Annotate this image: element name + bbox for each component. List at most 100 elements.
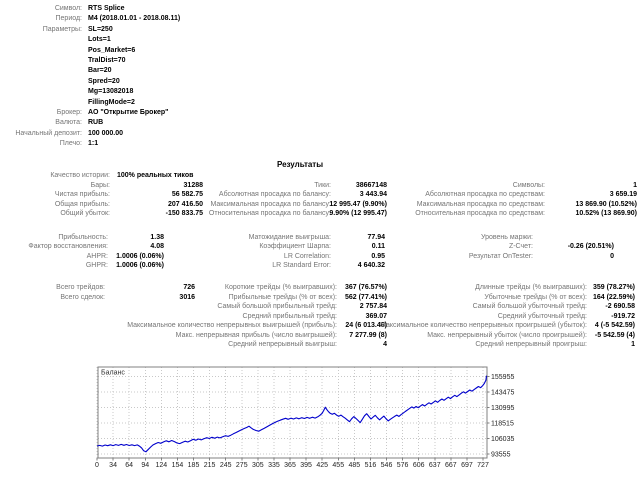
stat-label: Прибыльность:	[58, 233, 108, 241]
chart-x-tick-label: 455	[332, 462, 344, 469]
stat-value: 4 (-5 542.59)	[594, 322, 635, 330]
stat-value: 77.94	[367, 233, 385, 241]
stat-value: 369.07	[365, 312, 387, 320]
chart-x-tick-label: 727	[477, 462, 489, 469]
stat-value: 1.0006 (0.06%)	[116, 262, 164, 269]
stat-value: 38667148	[355, 181, 387, 189]
stat-value: 56 582.75	[171, 191, 203, 198]
stat-value: 164 (22.59%)	[592, 293, 635, 301]
stat-label: Макс. непрерывный убыток (число проигрыш…	[427, 331, 587, 339]
param-value: Mg=13082018	[88, 88, 134, 96]
chart-x-tick-label: 0	[95, 462, 99, 469]
results-title: Результаты	[276, 160, 324, 169]
stat-value: 1	[633, 181, 637, 189]
balance-curve	[96, 375, 488, 453]
stat-label: Результат OnTester:	[468, 252, 533, 260]
stat-value: 9.90% (12 995.47)	[329, 210, 387, 217]
stat-value: 1.0006 (0.06%)	[116, 252, 164, 260]
stat-value: 2 757.84	[359, 303, 387, 311]
chart-x-tick-label: 606	[413, 462, 425, 469]
stat-value: -919.72	[611, 312, 635, 320]
chart-y-tick-label: 143475	[491, 390, 514, 397]
stat-label: Матожидание выигрыша:	[248, 233, 331, 241]
stat-label: GHPR:	[85, 262, 108, 269]
chart-x-tick-label: 64	[125, 462, 133, 469]
chart-y-tick-label: 130995	[491, 405, 514, 412]
stat-label: Символы:	[512, 181, 545, 189]
chart-x-tick-label: 245	[220, 462, 232, 469]
stat-label: Тики:	[314, 181, 331, 189]
stat-label: Относительная просадка по средствам:	[415, 210, 545, 217]
stat-label: Качество истории:	[50, 172, 110, 179]
stat-value: 359 (78.27%)	[592, 284, 635, 291]
stat-value: 24 (6 013.46)	[345, 322, 387, 330]
chart-x-tick-label: 94	[141, 462, 149, 469]
stat-value: 3 443.94	[359, 191, 387, 198]
stat-value: 1.38	[150, 233, 164, 241]
chart-y-tick-label: 155955	[491, 374, 514, 381]
param-value: RTS Splice	[88, 5, 125, 12]
param-label: Валюта:	[55, 119, 82, 127]
stat-value: 3 659.19	[609, 191, 637, 198]
stat-label: Бары:	[90, 181, 110, 189]
stat-value: 562 (77.41%)	[344, 293, 387, 301]
param-label: Параметры:	[42, 25, 82, 33]
param-label: Плечо:	[59, 140, 82, 148]
stat-value: 4.08	[150, 243, 164, 250]
chart-x-tick-label: 667	[445, 462, 457, 469]
stat-label: Чистая прибыль:	[54, 191, 110, 198]
param-value: FillingMode=2	[88, 98, 135, 106]
stat-label: Самый большой прибыльный трейд:	[217, 303, 337, 311]
param-value: M4 (2018.01.01 - 2018.08.11)	[88, 15, 181, 23]
stat-label: Уровень маржи:	[480, 233, 533, 241]
param-label: Символ:	[54, 5, 82, 12]
param-value: Pos_Market=6	[88, 46, 136, 54]
param-label: Период:	[55, 15, 83, 23]
chart-x-tick-label: 546	[381, 462, 393, 469]
stat-label: Максимальное количество непрерывных прои…	[380, 322, 587, 330]
chart-x-tick-label: 185	[188, 462, 200, 469]
stat-value: 100% реальных тиков	[117, 172, 194, 179]
stat-label: LR Standard Error:	[272, 262, 331, 269]
stat-label: Убыточные трейды (% от всех):	[484, 293, 587, 301]
chart-x-tick-label: 516	[365, 462, 377, 469]
stat-label: Всего трейдов:	[56, 284, 105, 291]
stat-value: -0.26 (20.51%)	[567, 243, 614, 250]
stat-value: 0.95	[371, 252, 385, 260]
stat-label: Абсолютная просадка по средствам:	[425, 191, 545, 198]
stat-value: 3016	[179, 293, 195, 301]
stat-label: Прибыльные трейды (% от всех):	[228, 293, 337, 301]
chart-x-tick-label: 576	[397, 462, 409, 469]
stat-value: 10.52% (13 869.90)	[575, 210, 638, 217]
chart-x-tick-label: 637	[429, 462, 441, 469]
stat-label: Z-Счет:	[508, 243, 533, 250]
chart-x-tick-label: 305	[252, 462, 264, 469]
stat-value: 367 (76.57%)	[344, 284, 387, 291]
stat-label: Максимальная просадка по балансу:	[210, 200, 331, 208]
stat-label: Фактор восстановления:	[28, 243, 108, 250]
chart-x-tick-label: 335	[268, 462, 280, 469]
chart-x-tick-label: 365	[284, 462, 296, 469]
stat-label: Средний убыточный трейд:	[497, 312, 587, 320]
stat-label: Короткие трейды (% выигравших):	[224, 284, 337, 291]
param-value: TralDist=70	[88, 57, 126, 64]
chart-x-tick-label: 154	[172, 462, 184, 469]
param-value: 100 000.00	[88, 129, 124, 137]
stat-label: Макс. непрерывная прибыль (число выигрыш…	[175, 331, 337, 339]
param-value: Lots=1	[88, 36, 111, 44]
stat-value: 0	[610, 252, 614, 260]
stat-value: 207 416.50	[167, 200, 203, 208]
param-value: Bar=20	[88, 67, 112, 75]
stat-label: Общий убыток:	[60, 210, 110, 217]
stat-label: Средний прибыльный трейд:	[242, 312, 337, 320]
stat-label: Максимальная просадка по средствам:	[416, 200, 545, 208]
chart-x-tick-label: 395	[300, 462, 312, 469]
param-label: Начальный депозит:	[15, 129, 82, 137]
chart-x-tick-label: 275	[236, 462, 248, 469]
stat-label: Коэффициент Шарпа:	[259, 243, 331, 250]
chart-x-tick-label: 124	[155, 462, 167, 469]
chart-x-tick-label: 215	[204, 462, 216, 469]
chart-plot-area	[98, 367, 487, 458]
param-value: 1:1	[88, 140, 99, 148]
